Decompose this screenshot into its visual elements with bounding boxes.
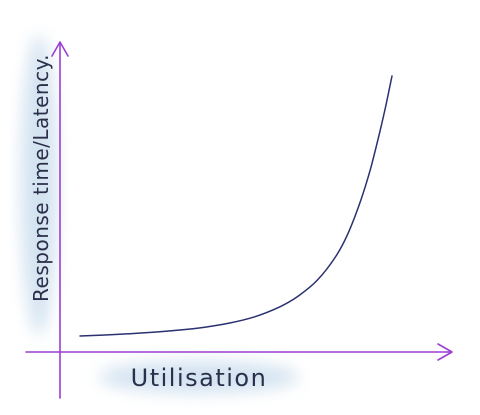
x-axis-label: Utilisation — [131, 364, 268, 392]
x-label-highlight — [99, 361, 299, 393]
y-axis-label: Response time/Latency. — [29, 54, 53, 302]
axes — [25, 41, 453, 399]
x-axis-arrowhead — [437, 343, 453, 361]
y-label-highlight — [21, 35, 57, 335]
series-line — [79, 75, 393, 337]
y-axis-arrowhead — [51, 41, 69, 57]
